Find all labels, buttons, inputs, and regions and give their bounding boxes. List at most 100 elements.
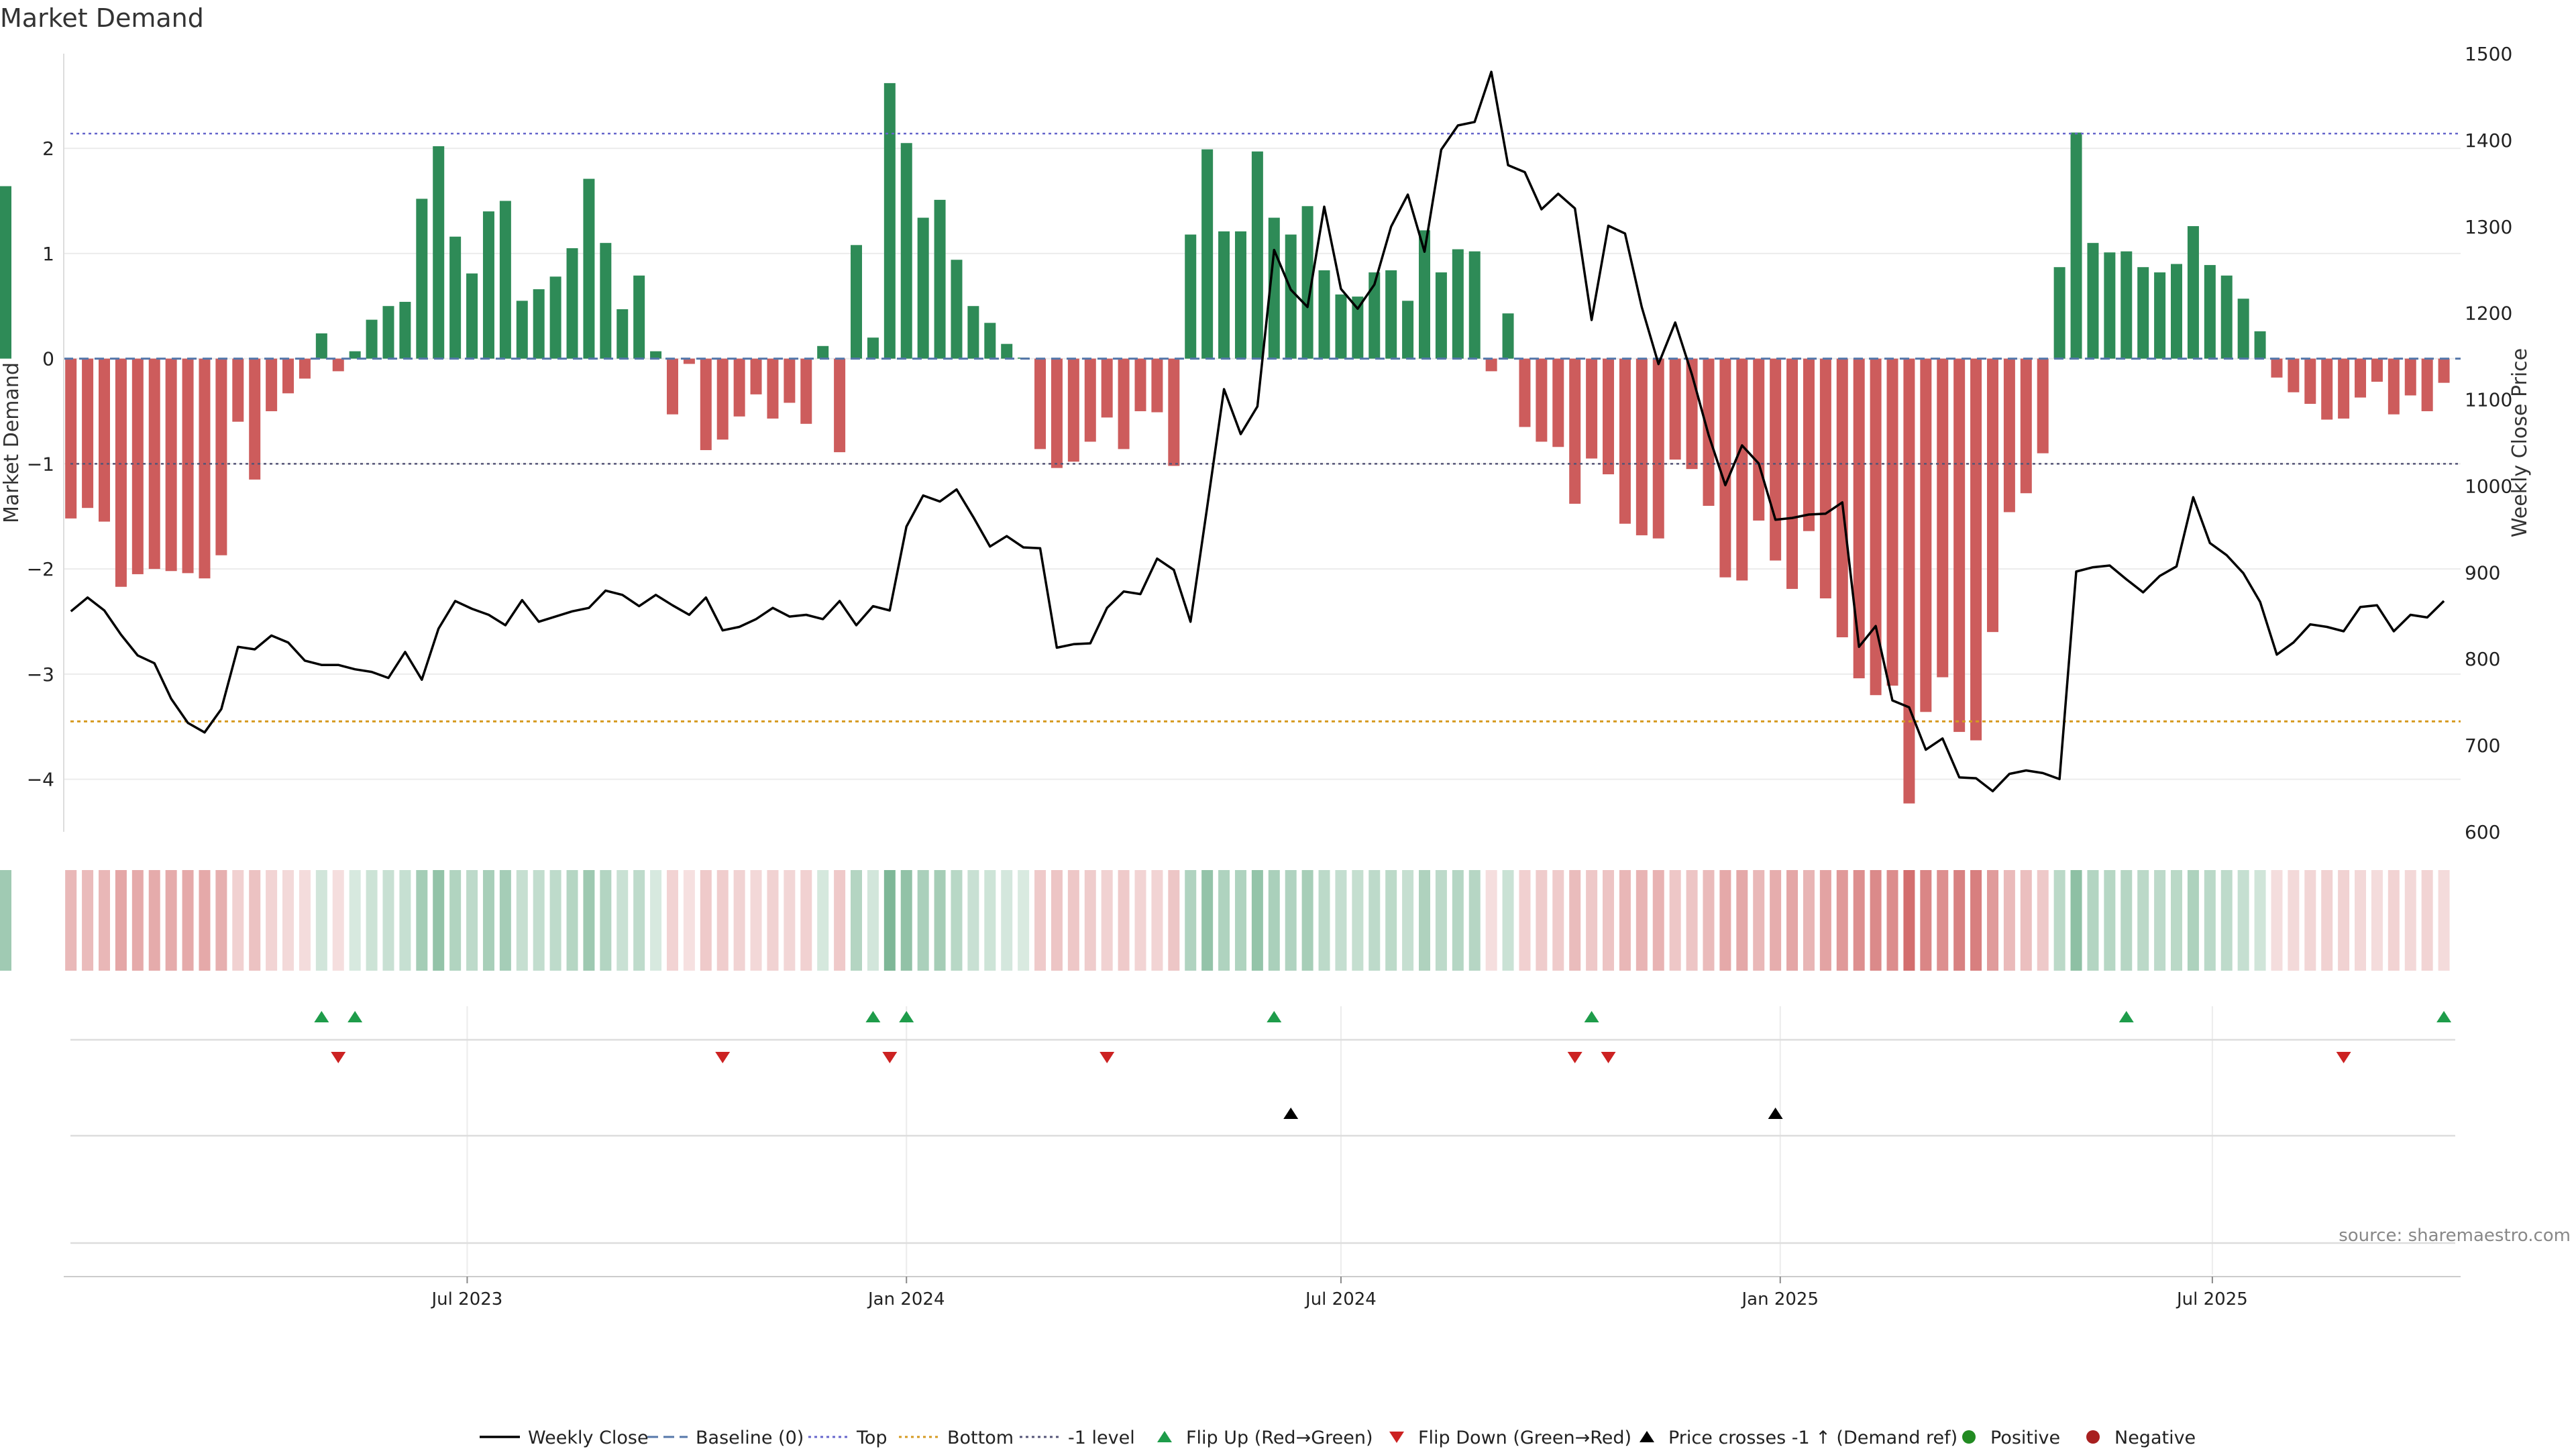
heat-cell — [1753, 870, 1765, 971]
demand-bar — [2137, 267, 2149, 359]
heat-cell — [2271, 870, 2283, 971]
demand-bar — [266, 358, 278, 411]
heat-cell — [1786, 870, 1799, 971]
legend-label: Negative — [2114, 1428, 2196, 1448]
y2-tick-label: 1000 — [2465, 475, 2512, 497]
demand-bar — [616, 309, 629, 359]
heat-cell — [2338, 870, 2350, 971]
heat-cell — [1920, 870, 1932, 971]
heat-cell — [616, 870, 629, 971]
heat-cell — [1234, 870, 1246, 971]
heat-cell — [1819, 870, 1831, 971]
legend-flip-down-icon — [1389, 1432, 1404, 1443]
demand-bar — [817, 345, 829, 359]
demand-bar — [600, 243, 612, 359]
heat-cell — [1870, 870, 1882, 971]
demand-bar — [834, 358, 846, 453]
heat-cell — [332, 870, 344, 971]
legend-label: Bottom — [947, 1428, 1014, 1448]
y-tick-label: 2 — [42, 138, 54, 160]
demand-bar — [1234, 231, 1246, 359]
demand-bar — [1953, 358, 1966, 733]
heat-cell — [716, 870, 729, 971]
demand-bar — [2288, 358, 2300, 392]
demand-bar — [2254, 331, 2266, 359]
demand-bar — [2387, 358, 2400, 415]
heat-cell — [1368, 870, 1381, 971]
heat-cell — [1435, 870, 1447, 971]
heat-cell — [98, 870, 110, 971]
flip-up-marker — [2118, 1011, 2134, 1022]
flip-down-marker — [1601, 1052, 1616, 1063]
flip-up-marker — [865, 1011, 881, 1022]
heat-cell — [583, 870, 595, 971]
heat-cell — [1051, 870, 1063, 971]
heat-cell — [934, 870, 946, 971]
heat-cell — [2321, 870, 2333, 971]
legend-label: Baseline (0) — [696, 1428, 804, 1448]
demand-bar — [2053, 267, 2065, 359]
demand-bar — [1101, 358, 1113, 418]
flip-up-marker — [1584, 1011, 1599, 1022]
demand-bar — [900, 143, 912, 359]
heat-cell — [1586, 870, 1598, 971]
legend-positive-dot — [1962, 1430, 1976, 1444]
heat-cell — [2220, 870, 2233, 971]
demand-bar — [583, 178, 595, 359]
heat-cell — [2237, 870, 2249, 971]
heat-cell — [967, 870, 979, 971]
heat-cell — [750, 870, 762, 971]
heat-cell — [2254, 870, 2266, 971]
legend-item: Price crosses -1 ↑ (Demand ref) — [1640, 1428, 1957, 1448]
demand-bar — [1001, 343, 1013, 359]
legend-item: Baseline (0) — [647, 1428, 804, 1448]
demand-bar — [733, 358, 745, 417]
flip-down-marker — [331, 1052, 346, 1063]
heat-cell — [1067, 870, 1079, 971]
y-tick-label: 0 — [42, 348, 54, 370]
heat-cell — [1719, 870, 1731, 971]
heat-cell — [900, 870, 912, 971]
heat-cell — [299, 870, 311, 971]
heat-cell — [1201, 870, 1214, 971]
axes: −4 −3 −2 −1 0 1 2 600 700 800 900 1000 1100 1200 1300 1… — [27, 43, 2513, 1309]
legend: Weekly Close Baseline (0) Top Bottom -1 leve… — [480, 1428, 2196, 1448]
heat-cell — [165, 870, 177, 971]
demand-bar — [1536, 358, 1548, 442]
heat-cell — [449, 870, 462, 971]
heat-cell — [600, 870, 612, 971]
heat-cell — [2371, 870, 2383, 971]
heat-cell — [1686, 870, 1698, 971]
y2-tick-label: 900 — [2465, 561, 2500, 584]
demand-bar — [1368, 272, 1381, 359]
demand-bar — [1352, 297, 1364, 359]
price-cross-marker — [1283, 1108, 1299, 1119]
heat-cell — [349, 870, 361, 971]
y2-tick-label: 1200 — [2465, 303, 2512, 325]
demand-bar — [800, 358, 812, 424]
heat-cell — [1770, 870, 1782, 971]
demand-bar — [1185, 234, 1197, 359]
legend-label: Price crosses -1 ↑ (Demand ref) — [1668, 1428, 1957, 1448]
y2-tick-label: 1100 — [2465, 389, 2512, 411]
heat-cell — [1603, 870, 1615, 971]
demand-bar — [433, 146, 445, 359]
heat-cell — [2121, 870, 2133, 971]
demand-bar — [482, 211, 494, 359]
x-tick-label: Jul 2024 — [1304, 1289, 1377, 1309]
heat-cell — [1502, 870, 1514, 971]
demand-bar — [1251, 151, 1263, 359]
demand-bar — [1385, 270, 1397, 359]
demand-bar — [883, 83, 896, 359]
heat-cell — [1118, 870, 1130, 971]
legend-item: Bottom — [899, 1428, 1014, 1448]
demand-bar — [2220, 275, 2233, 359]
reference-lines — [64, 132, 2461, 722]
chart-title: Market Demand — [0, 3, 204, 33]
demand-bar — [1485, 358, 1497, 372]
y2-tick-label: 700 — [2465, 735, 2500, 757]
demand-bar — [1502, 313, 1514, 359]
legend-negative-dot — [2086, 1430, 2100, 1444]
demand-bar — [1920, 358, 1932, 712]
demand-bar — [1569, 358, 1581, 504]
